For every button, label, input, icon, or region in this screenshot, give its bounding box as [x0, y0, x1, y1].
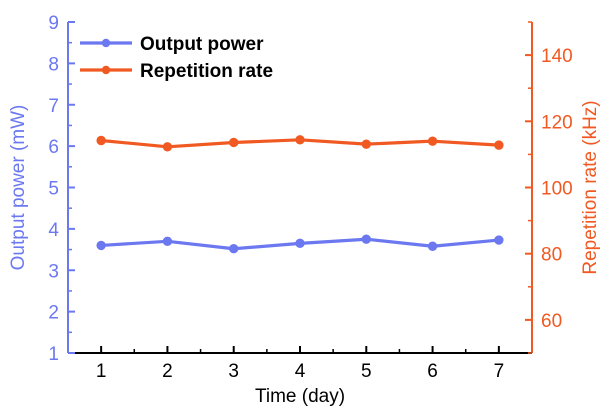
- data-point-repetition-rate: [96, 135, 106, 146]
- data-point-repetition-rate: [361, 139, 371, 149]
- left-tick-label: 3: [48, 261, 59, 282]
- left-tick-label: 5: [48, 179, 59, 200]
- bottom-tick-label: 5: [361, 361, 372, 382]
- right-tick-label: 140: [541, 46, 573, 67]
- left-tick-label: 7: [48, 96, 59, 117]
- right-tick-label: 60: [541, 311, 562, 332]
- right-tick-label: 80: [541, 245, 562, 266]
- legend-label-output-power: Output power: [140, 34, 264, 55]
- bottom-tick-label: 4: [295, 361, 306, 382]
- bottom-tick-label: 6: [427, 361, 438, 382]
- data-point-output-power: [427, 241, 438, 251]
- right-y-axis-label: Repetition rate (kHz): [580, 100, 601, 274]
- left-y-axis-label: Output power (mW): [8, 105, 29, 271]
- data-point-output-power: [162, 236, 173, 246]
- bottom-tick-label: 2: [162, 361, 173, 382]
- left-tick-label: 6: [48, 137, 59, 158]
- data-point-output-power: [494, 235, 504, 245]
- legend-layer: Output power Repetition rate: [80, 34, 273, 82]
- data-point-output-power: [96, 240, 106, 251]
- data-point-repetition-rate: [494, 140, 504, 150]
- data-point-repetition-rate: [295, 135, 305, 145]
- left-tick-label: 2: [48, 303, 59, 324]
- legend-marker-repetition-rate: [101, 65, 111, 75]
- x-axis-label: Time (day): [255, 386, 345, 407]
- left-tick-label: 1: [48, 344, 59, 365]
- series-layer: [96, 135, 504, 254]
- data-point-output-power: [361, 234, 371, 244]
- right-tick-label: 100: [541, 179, 573, 200]
- axes-layer: 1 2 3 4 5 6 7 8 9 60 80 100 120 140 1 2 3 4 5 6 7: [48, 13, 572, 382]
- left-tick-label: 4: [48, 220, 59, 241]
- data-point-output-power: [295, 238, 305, 249]
- bottom-tick-label: 1: [96, 361, 107, 382]
- right-tick-label: 120: [541, 112, 573, 133]
- data-point-repetition-rate: [427, 136, 438, 146]
- bottom-tick-label: 7: [494, 361, 505, 382]
- data-point-repetition-rate: [162, 142, 173, 152]
- data-point-output-power: [229, 244, 239, 254]
- data-point-repetition-rate: [229, 137, 239, 148]
- left-tick-label: 9: [48, 13, 59, 34]
- left-tick-label: 8: [48, 54, 59, 75]
- legend-label-repetition-rate: Repetition rate: [140, 61, 273, 82]
- bottom-tick-label: 3: [228, 361, 239, 382]
- legend-marker-output-power: [101, 38, 111, 48]
